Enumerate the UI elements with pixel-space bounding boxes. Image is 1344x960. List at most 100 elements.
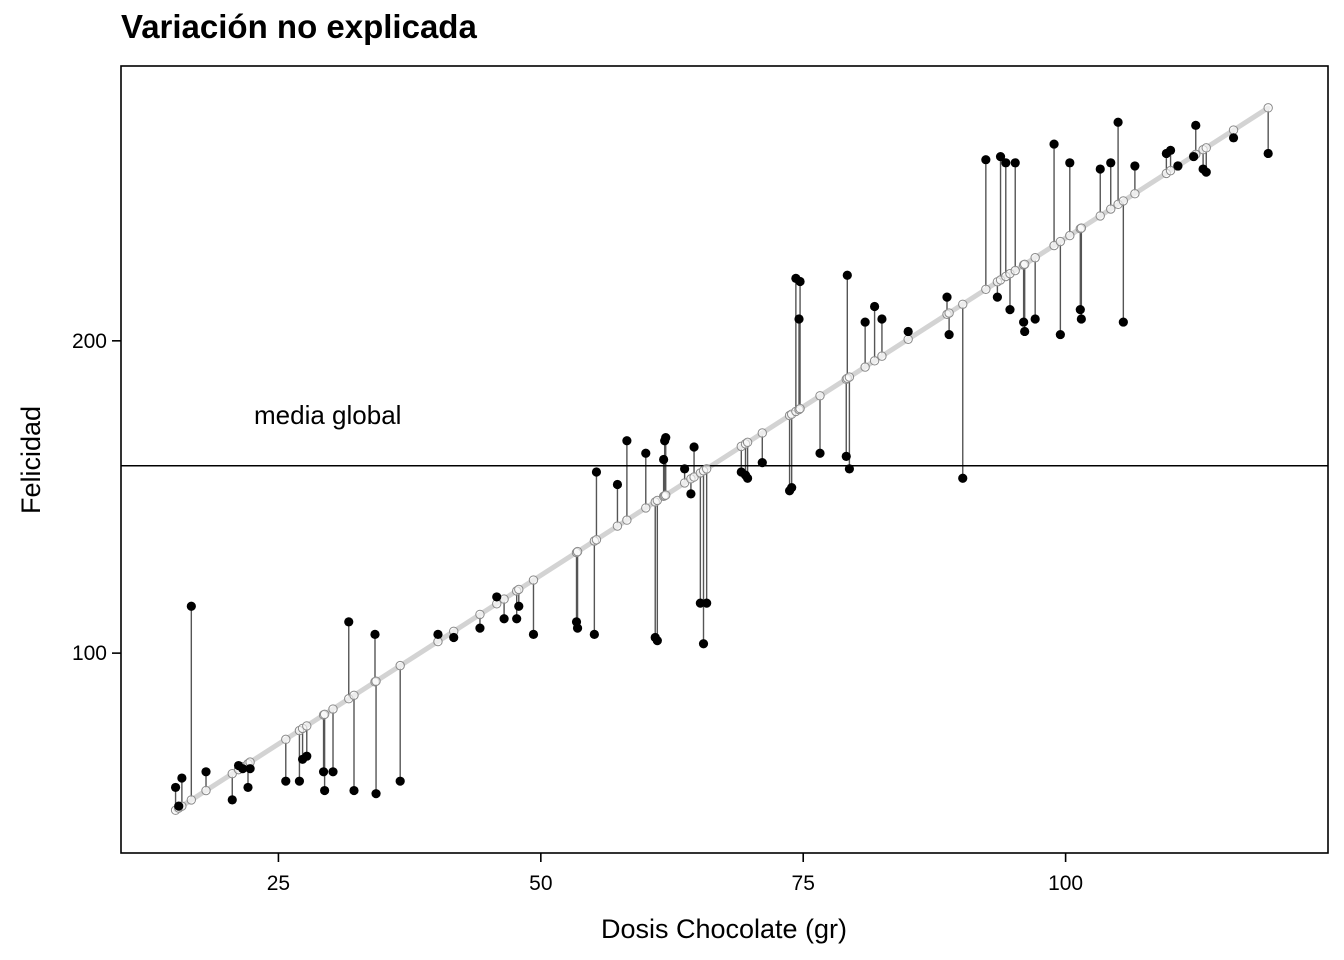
x-tick-label: 75 (792, 872, 815, 895)
observed-point (981, 155, 991, 165)
fitted-point (1118, 196, 1129, 206)
fitted-point (319, 709, 330, 720)
observed-point (702, 598, 712, 608)
observed-point (320, 785, 330, 796)
fitted-point (528, 575, 539, 585)
y-tick-label: 200 (72, 330, 107, 353)
observed-point (591, 467, 602, 477)
observed-point (942, 292, 952, 302)
observed-point (680, 464, 690, 474)
observed-point (371, 789, 381, 799)
observed-point (589, 629, 599, 639)
x-tick-label: 100 (1048, 872, 1083, 895)
fitted-point (844, 372, 855, 382)
plot-panel-border (120, 65, 1329, 854)
observed-point (1118, 317, 1128, 327)
fitted-point (514, 584, 524, 595)
fitted-point (1130, 189, 1140, 199)
observed-point (1075, 304, 1085, 315)
observed-point (499, 614, 509, 624)
y-tick-label: 100 (72, 642, 107, 665)
fitted-point (661, 490, 671, 500)
observed-point (661, 433, 671, 443)
observed-point (695, 598, 705, 608)
y-axis-title: Felicidad (16, 406, 46, 514)
chart-title: Variación no explicada (121, 8, 477, 45)
observed-point (449, 632, 459, 643)
fitted-point (701, 464, 712, 474)
observed-point (1065, 158, 1075, 168)
fitted-point (1055, 236, 1066, 247)
observed-point (1076, 314, 1086, 324)
observed-point (1189, 151, 1199, 162)
observed-point (1095, 164, 1105, 174)
observed-point (815, 448, 825, 458)
observed-point (170, 782, 181, 793)
fitted-point (742, 437, 753, 448)
fitted-point (1010, 265, 1020, 276)
observed-point (1055, 329, 1065, 340)
observed-point (186, 601, 196, 611)
fitted-point (186, 795, 197, 805)
observed-point (344, 617, 354, 627)
observed-point (1263, 148, 1273, 159)
observed-point (844, 464, 854, 474)
fitted-point (641, 503, 651, 513)
observed-point (652, 636, 662, 646)
observed-point (612, 479, 623, 490)
fitted-point (281, 734, 291, 745)
fitted-point (757, 428, 767, 438)
fitted-point (1095, 211, 1105, 221)
fitted-point (349, 690, 359, 700)
observed-point (842, 270, 852, 280)
observed-point (841, 451, 851, 461)
observed-point (1173, 161, 1183, 171)
observed-point (757, 458, 767, 468)
fitted-point (572, 546, 583, 557)
fitted-point (371, 676, 381, 686)
observed-point (1191, 120, 1201, 130)
x-tick-label: 25 (267, 872, 290, 895)
observed-point (869, 301, 880, 312)
observed-point (992, 292, 1002, 302)
observed-point (1130, 161, 1140, 171)
observed-point (1228, 133, 1239, 143)
observed-point (1005, 304, 1015, 315)
observed-point (349, 785, 359, 796)
observed-points (170, 117, 1273, 811)
fitted-point (815, 391, 825, 401)
fitted-point (869, 356, 880, 366)
observed-point (787, 483, 797, 493)
fitted-point (1263, 103, 1273, 113)
fitted-point (591, 535, 602, 545)
observed-point (1201, 167, 1211, 177)
observed-point (1020, 326, 1030, 337)
observed-point (475, 623, 485, 633)
observed-point (528, 629, 539, 639)
fitted-point (1065, 230, 1075, 241)
observed-point (1019, 317, 1029, 327)
observed-point (328, 767, 338, 777)
fitted-point (903, 334, 913, 344)
observed-point (860, 317, 870, 327)
observed-point (1010, 158, 1020, 168)
observed-point (227, 795, 237, 805)
observed-point (395, 776, 405, 786)
fitted-point (958, 299, 968, 309)
observed-point (302, 751, 312, 761)
observed-point (201, 767, 211, 777)
observed-point (238, 764, 248, 774)
axis-ticks: 25 50 75 100 100 200 (72, 330, 1083, 895)
observed-point (1165, 145, 1176, 155)
observed-point (572, 623, 583, 633)
fitted-point (612, 521, 623, 531)
mean-line-label: media global (254, 400, 401, 430)
observed-point (177, 773, 187, 783)
observed-point (1001, 158, 1011, 168)
observed-point (1106, 158, 1116, 168)
observed-point (281, 776, 291, 786)
observed-point (698, 639, 709, 649)
x-tick-label: 50 (529, 872, 552, 895)
fitted-point (328, 704, 338, 714)
